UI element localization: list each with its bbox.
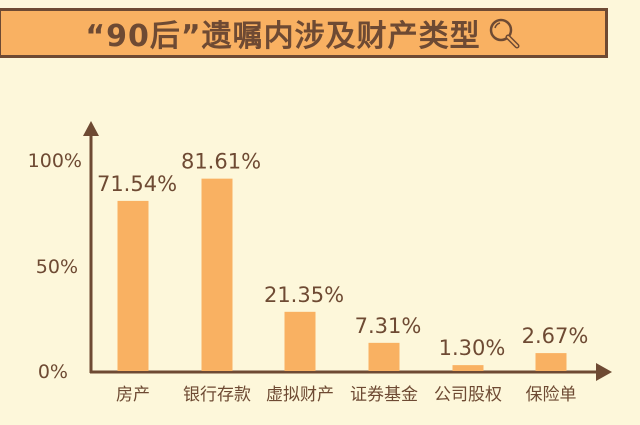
- y-axis-arrow: [83, 121, 99, 136]
- y-tick-label: 50%: [36, 256, 78, 278]
- bar: [117, 200, 149, 371]
- bar: [368, 342, 400, 371]
- value-label: 1.30%: [439, 336, 506, 360]
- bar: [535, 353, 567, 371]
- value-label: 71.54%: [97, 172, 177, 196]
- category-label: 虚拟财产: [266, 385, 334, 405]
- bar: [201, 178, 233, 371]
- category-label: 房产: [116, 385, 150, 405]
- category-label: 公司股权: [434, 385, 502, 405]
- category-label: 证券基金: [350, 385, 418, 405]
- magnifier-icon: [489, 18, 520, 49]
- y-tick-label: 0%: [38, 361, 68, 383]
- bar: [452, 365, 484, 371]
- y-tick-label: 100%: [28, 150, 82, 172]
- value-label: 7.31%: [355, 314, 422, 338]
- value-label: 81.61%: [181, 150, 261, 174]
- chart-title: “90后”遗嘱内涉及财产类型: [85, 19, 481, 54]
- title-bar: “90后”遗嘱内涉及财产类型: [0, 8, 608, 58]
- bar: [284, 311, 316, 371]
- category-label: 保险单: [526, 385, 577, 405]
- category-label: 银行存款: [183, 385, 251, 405]
- value-label: 2.67%: [522, 324, 589, 348]
- x-axis-arrow: [596, 363, 612, 381]
- value-label: 21.35%: [264, 283, 344, 307]
